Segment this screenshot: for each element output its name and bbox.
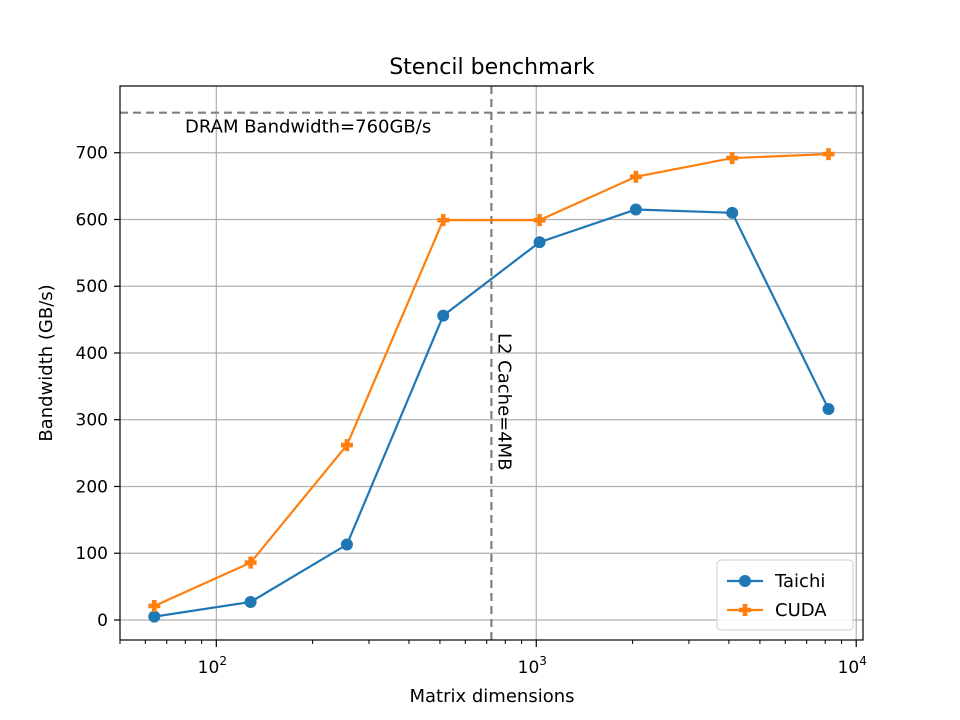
data-point-taichi [340,538,353,551]
y-tick-label: 600 [76,210,108,230]
x-tick-base: 10 [838,658,860,678]
data-point-cuda [822,148,835,161]
x-tick-base: 10 [198,658,220,678]
data-point-cuda [533,214,546,227]
grid [120,86,863,640]
y-tick-label: 700 [76,144,108,164]
data-point-cuda [148,599,161,612]
x-tick-exponent: 2 [219,654,227,668]
legend-box [716,559,854,631]
dram-bandwidth-label: DRAM Bandwidth=760GB/s [185,117,431,138]
y-tick-label: 500 [76,277,108,297]
data-point-cuda [244,556,257,569]
chart-title: Stencil benchmark [389,55,595,80]
data-point-taichi [822,403,835,416]
data-point-taichi [244,595,257,608]
x-tick-exponent: 4 [859,654,867,668]
y-tick-label: 200 [76,477,108,497]
y-tick-label: 0 [97,611,108,631]
x-tick-exponent: 3 [539,654,547,668]
series-line-taichi [154,208,830,618]
x-tick-label: 104 [838,654,867,678]
x-tick-base: 10 [518,658,540,678]
legend: Taichi CUDA [716,559,854,631]
legend-label-taichi: Taichi [774,571,825,592]
data-point-cuda [629,170,642,183]
plot-frame [119,85,864,641]
y-tick-label: 300 [76,411,108,431]
x-tick-label: 103 [518,654,547,678]
reference-lines: DRAM Bandwidth=760GB/s L2 Cache=4MB [120,86,863,640]
data-point-taichi [533,236,546,249]
data-point-taichi [629,203,642,216]
legend-label-cuda: CUDA [775,600,827,621]
data-point-cuda [340,439,353,452]
data-point-cuda [437,214,450,227]
data-point-cuda [726,152,739,165]
legend-marker-cuda [739,604,751,616]
x-tick-label: 102 [198,654,227,678]
series-line-cuda [153,152,829,607]
data-point-taichi [148,610,161,623]
y-axis-label: Bandwidth (GB/s) [36,284,57,441]
data-point-taichi [726,206,739,219]
series-layer [148,148,835,623]
y-tick-label: 400 [76,344,108,364]
l2-cache-label: L2 Cache=4MB [493,333,514,471]
legend-marker-taichi [739,575,751,587]
x-axis-label: Matrix dimensions [409,686,574,707]
data-point-taichi [437,309,450,322]
y-tick-label: 100 [76,544,108,564]
